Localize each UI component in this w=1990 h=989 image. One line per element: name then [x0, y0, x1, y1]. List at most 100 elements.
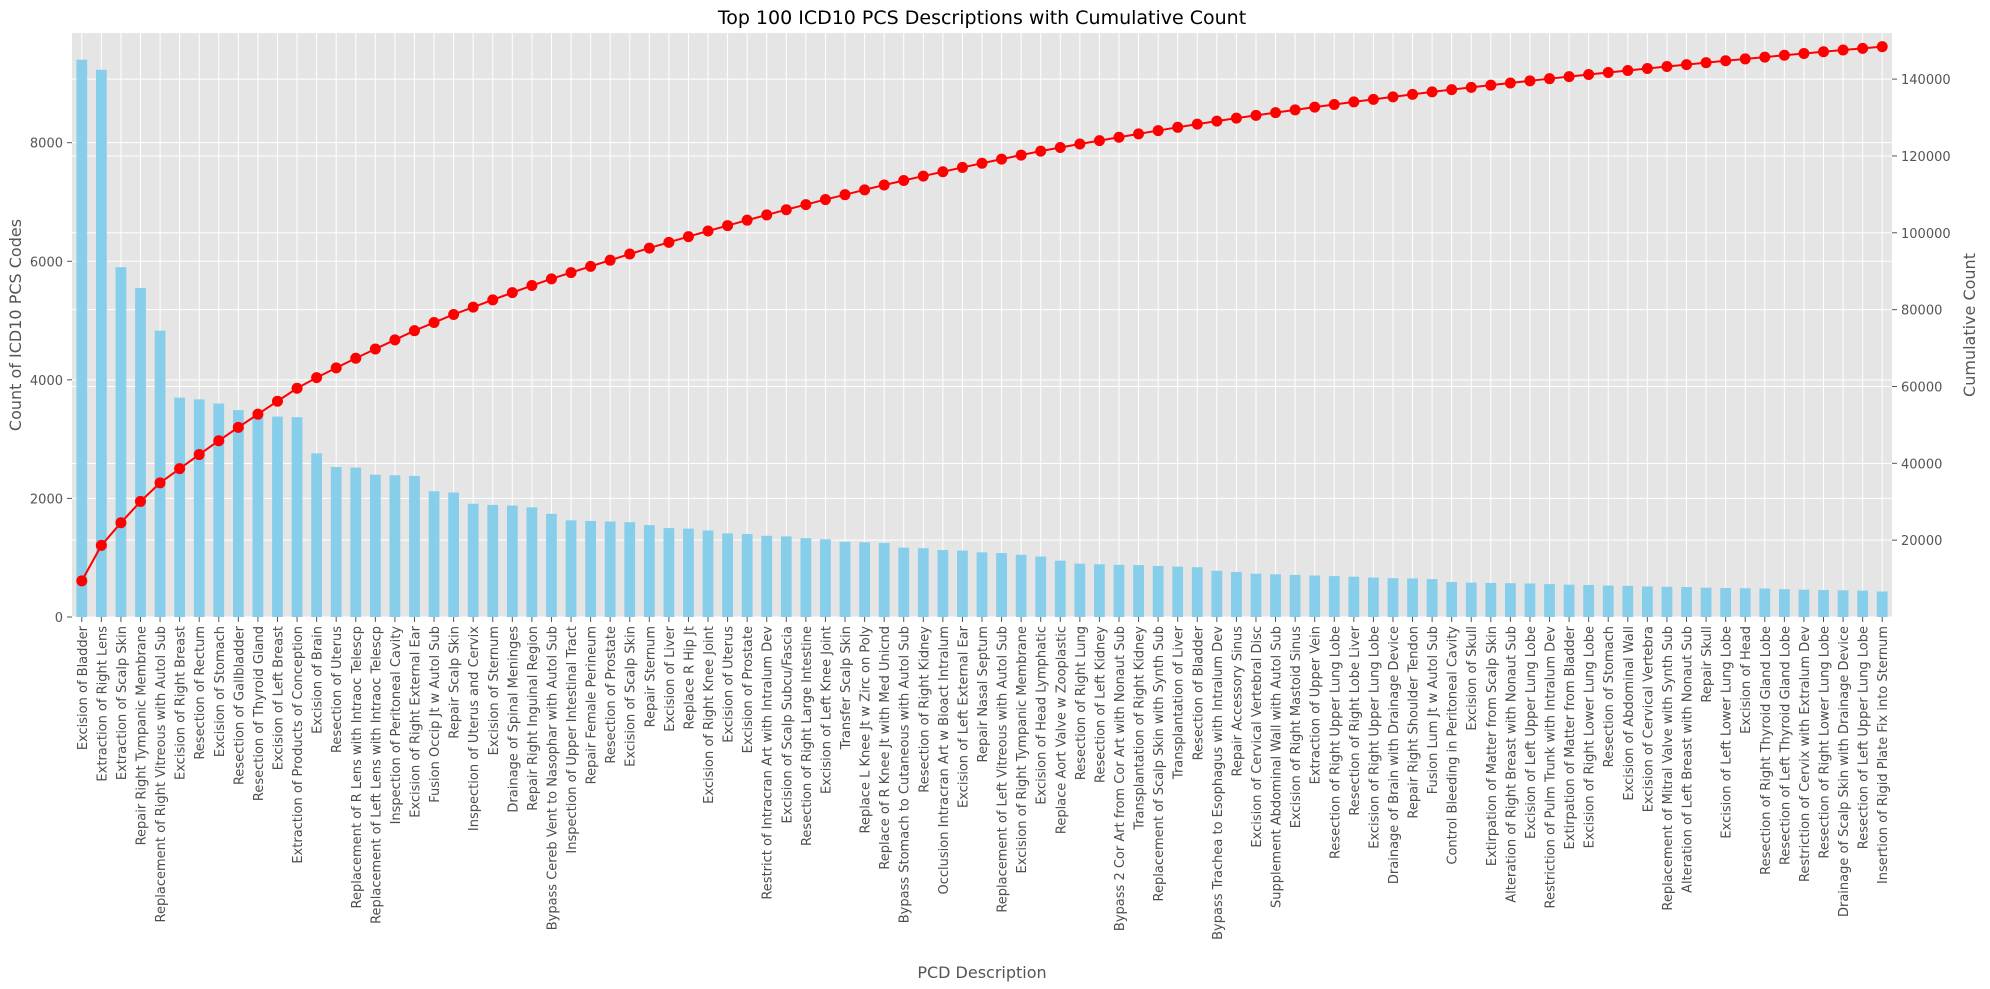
y2-tick-label: 20000 — [1901, 534, 1942, 549]
bar — [976, 552, 988, 617]
bar — [1622, 585, 1634, 617]
cumulative-point — [1113, 131, 1125, 143]
bar — [1113, 564, 1125, 617]
x-tick-label: Resection of Bladder — [1191, 625, 1206, 760]
x-tick-label: Replace Aort Valve w Zooplastic — [1054, 626, 1069, 834]
y2-tick-label: 100000 — [1901, 227, 1951, 242]
x-tick-label: Fusion Lum Jt w Autol Sub — [1426, 626, 1441, 794]
bar — [95, 69, 107, 617]
bar — [780, 536, 792, 617]
cumulative-point — [1504, 77, 1516, 89]
bar — [1857, 590, 1869, 617]
cumulative-point — [1563, 71, 1575, 83]
x-tick-label: Extraction of Products of Conception — [291, 626, 306, 864]
bar — [663, 528, 675, 617]
cumulative-point — [95, 539, 107, 551]
cumulative-point — [1641, 62, 1653, 74]
cumulative-point — [1837, 44, 1849, 56]
y2-axis-label: Cumulative Count — [1960, 253, 1979, 397]
bar — [722, 533, 733, 617]
bar — [800, 538, 812, 617]
bar — [1778, 589, 1790, 617]
bar — [1250, 573, 1262, 617]
cumulative-point — [819, 194, 831, 206]
bar — [898, 547, 910, 617]
bar — [878, 542, 890, 617]
cumulative-point — [722, 220, 734, 232]
y-tick-label: 8000 — [30, 137, 63, 152]
bar — [291, 417, 303, 617]
cumulative-point — [1622, 64, 1634, 76]
x-tick-label: Bypass Trachea to Esophagus with Intralu… — [1211, 626, 1226, 940]
bar — [1368, 577, 1379, 617]
cumulative-point — [878, 179, 890, 191]
cumulative-point — [369, 343, 381, 355]
bar — [487, 504, 499, 617]
x-tick-label: Resection of Right Lower Lung Lobe — [1818, 626, 1833, 859]
bar — [1133, 565, 1144, 617]
x-tick-label: Transfer Scalp Skin — [839, 626, 854, 750]
cumulative-point — [1035, 145, 1047, 157]
bar — [1172, 566, 1184, 617]
bar — [1074, 563, 1086, 617]
bar — [1387, 578, 1399, 617]
y2-tick-label: 80000 — [1901, 304, 1942, 319]
cumulative-point — [1857, 42, 1869, 54]
cumulative-point — [1583, 69, 1595, 81]
bar — [1759, 588, 1771, 617]
cumulative-point — [487, 294, 499, 306]
cumulative-point — [1074, 138, 1086, 150]
bar — [996, 552, 1007, 617]
bar — [1035, 556, 1047, 617]
cumulative-point — [1172, 121, 1184, 133]
cumulative-point — [1093, 135, 1105, 147]
x-tick-label: Extraction of Right Lens — [95, 626, 110, 782]
bar — [1641, 586, 1653, 617]
x-tick-label: Excision of Scalp Subcu/Fascia — [780, 626, 795, 823]
bar-series — [76, 59, 1888, 618]
cumulative-point — [526, 280, 538, 292]
cumulative-point — [1681, 59, 1693, 71]
cumulative-point — [1328, 99, 1340, 111]
x-tick-label: Drainage of Brain with Drainage Device — [1387, 626, 1402, 884]
x-tick-label: Excision of Scalp Skin — [624, 626, 639, 767]
bar — [1094, 564, 1105, 617]
cumulative-point — [565, 267, 577, 279]
y2-tick-label: 140000 — [1901, 73, 1951, 88]
bar — [565, 520, 577, 617]
x-tick-label: Resection of Left Thyroid Gland Lobe — [1778, 626, 1793, 865]
bar — [1152, 566, 1164, 617]
x-tick-label: Excision of Left External Ear — [956, 625, 971, 808]
bar — [232, 410, 244, 617]
x-tick-label: Replacement of Left Vitreous with Autol … — [996, 626, 1011, 913]
bar — [917, 548, 929, 617]
bar — [76, 59, 88, 618]
x-tick-label: Excision of Liver — [663, 625, 678, 731]
bar — [839, 541, 851, 617]
bar — [174, 397, 186, 617]
cumulative-point — [643, 242, 655, 254]
cumulative-point — [1407, 88, 1419, 100]
x-tick-label: Replacement of R Lens with Intraoc Teles… — [350, 626, 365, 908]
bar — [1583, 584, 1595, 617]
x-tick-label: Restrict of Intracran Art with Intralum … — [761, 626, 776, 900]
cumulative-point — [311, 372, 323, 384]
cumulative-point — [761, 209, 773, 221]
cumulative-point — [1367, 93, 1379, 105]
bar — [1544, 584, 1555, 617]
x-tick-label: Excision of Right External Ear — [408, 625, 423, 817]
x-tick-label: Excision of Right Lower Lung Lobe — [1583, 626, 1598, 848]
x-tick-label: Transplantation of Liver — [1172, 625, 1187, 780]
x-tick-label: Resection of Left Kidney — [1093, 626, 1108, 783]
x-tick-label: Restriction of Pulm Trunk with Intralum … — [1544, 626, 1559, 909]
x-tick-label: Excision of Left Knee Joint — [819, 626, 834, 794]
x-tick-label: Resection of Right Lobe Liver — [1348, 625, 1363, 815]
x-tick-label: Repair Right Shoulder Tendon — [1407, 626, 1422, 819]
x-tick-label: Repair Nasal Septum — [976, 626, 991, 762]
cumulative-point — [1289, 104, 1301, 116]
bar — [526, 507, 538, 617]
cumulative-point — [213, 435, 225, 447]
cumulative-point — [1270, 107, 1282, 119]
bar — [467, 503, 479, 617]
